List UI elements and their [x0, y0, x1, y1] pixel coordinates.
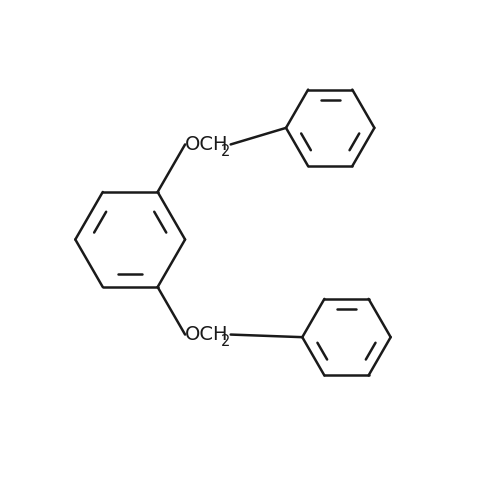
- Text: 2: 2: [220, 144, 230, 159]
- Text: 2: 2: [220, 334, 230, 349]
- Text: OCH: OCH: [185, 135, 228, 154]
- Text: OCH: OCH: [185, 325, 228, 344]
